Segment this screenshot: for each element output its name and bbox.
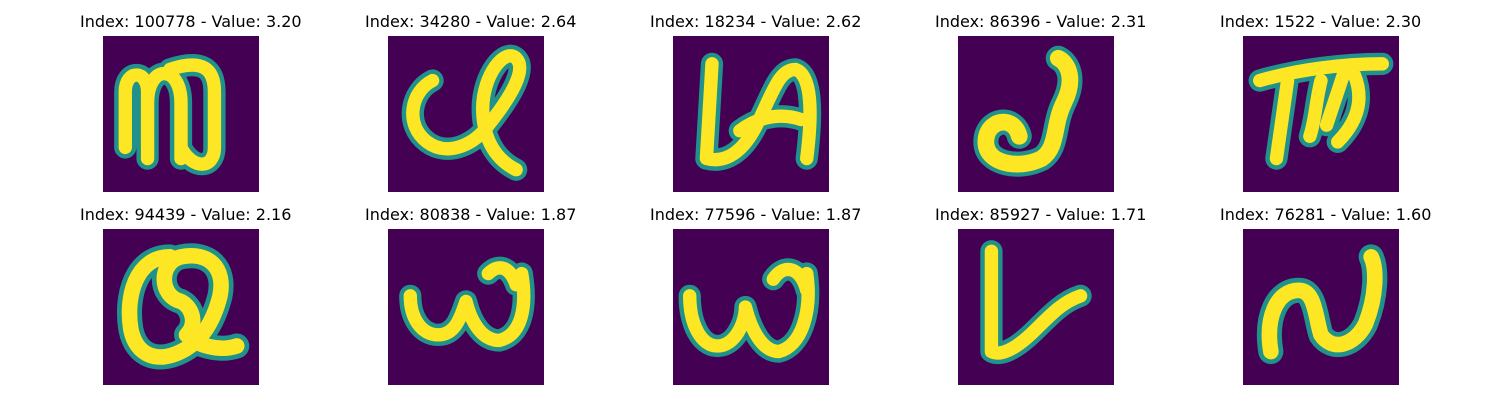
handwritten-n-glyph <box>103 36 259 192</box>
handwritten-la-glyph <box>673 36 829 192</box>
panel-title: Index: 18234 - Value: 2.62 <box>650 12 862 31</box>
handwritten-tm-glyph <box>1243 36 1399 192</box>
handwritten-loop-glyph <box>388 36 544 192</box>
panel-title: Index: 76281 - Value: 1.60 <box>1220 205 1432 224</box>
handwritten-l-glyph <box>958 229 1114 385</box>
handwritten-q-glyph <box>103 229 259 385</box>
handwritten-w-glyph <box>388 229 544 385</box>
panel-title: Index: 86396 - Value: 2.31 <box>935 12 1147 31</box>
panel-title: Index: 34280 - Value: 2.64 <box>365 12 577 31</box>
panel-title: Index: 94439 - Value: 2.16 <box>80 205 292 224</box>
handwritten-w-glyph <box>673 229 829 385</box>
handwritten-n-glyph <box>1243 229 1399 385</box>
panel-title: Index: 77596 - Value: 1.87 <box>650 205 862 224</box>
panel-title: Index: 80838 - Value: 1.87 <box>365 205 577 224</box>
handwritten-j-glyph <box>958 36 1114 192</box>
panel-title: Index: 100778 - Value: 3.20 <box>80 12 302 31</box>
panel-title: Index: 1522 - Value: 2.30 <box>1220 12 1422 31</box>
panel-title: Index: 85927 - Value: 1.71 <box>935 205 1147 224</box>
